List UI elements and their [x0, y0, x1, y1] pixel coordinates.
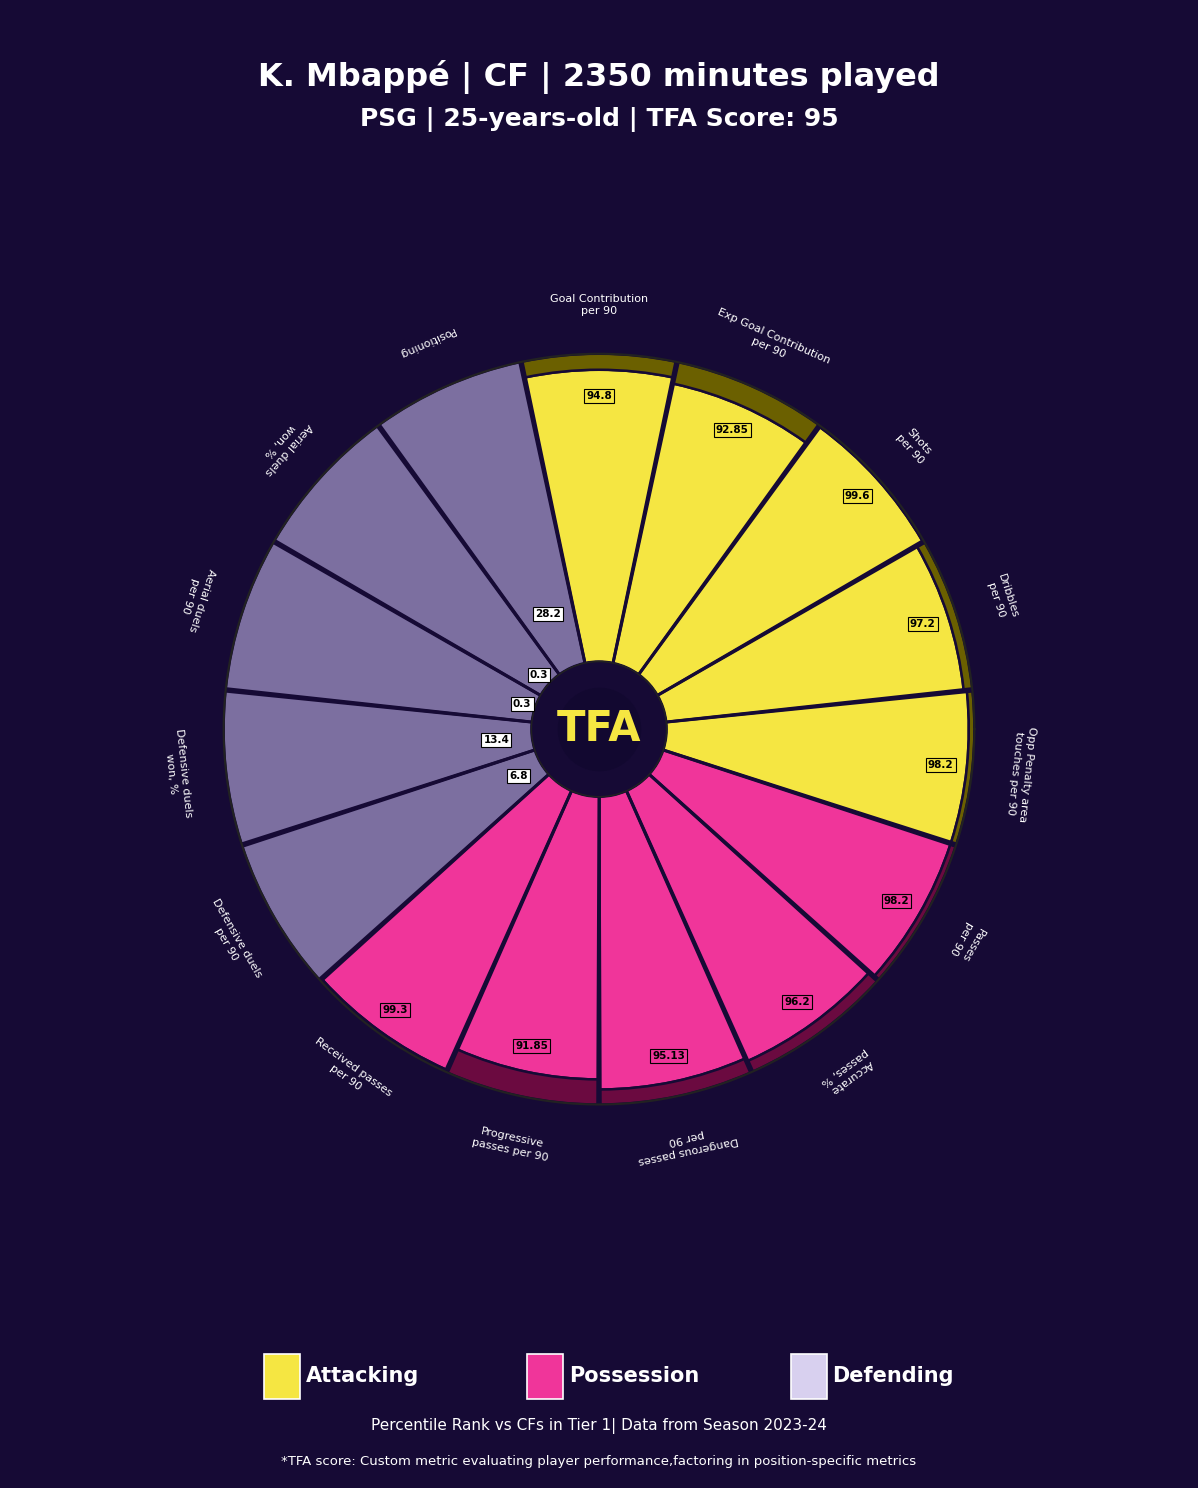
Bar	[242, 750, 549, 979]
Bar	[321, 981, 446, 1071]
Bar	[821, 427, 924, 540]
Text: TFA: TFA	[557, 708, 641, 750]
Bar	[274, 427, 559, 695]
Text: Accurate
passes, %: Accurate passes, %	[819, 1048, 877, 1098]
Bar	[226, 543, 540, 722]
Bar	[951, 692, 974, 844]
Text: Defensive duels
won, %: Defensive duels won, %	[162, 728, 193, 818]
Bar	[649, 750, 950, 976]
Text: 98.2: 98.2	[928, 760, 954, 769]
Text: 0.3: 0.3	[513, 699, 532, 710]
Text: 96.2: 96.2	[785, 997, 810, 1007]
Text: 0.3: 0.3	[530, 670, 549, 680]
Text: 98.2: 98.2	[884, 896, 909, 906]
Text: Aerial duels
per 90: Aerial duels per 90	[175, 564, 217, 632]
Text: Aerial duels
won, %: Aerial duels won, %	[254, 414, 314, 478]
Text: 28.2: 28.2	[534, 609, 561, 619]
Bar	[522, 354, 676, 378]
Bar	[639, 427, 922, 695]
Text: 99.3: 99.3	[382, 1004, 407, 1015]
Text: PSG | 25-years-old | TFA Score: 95: PSG | 25-years-old | TFA Score: 95	[359, 107, 839, 131]
Bar	[918, 543, 972, 689]
Text: Defending: Defending	[833, 1366, 954, 1387]
Text: Defensive duels
per 90: Defensive duels per 90	[200, 897, 264, 985]
Text: Dangerous passes
per 90: Dangerous passes per 90	[635, 1122, 739, 1165]
Text: 91.85: 91.85	[515, 1042, 547, 1051]
Text: Received passes
per 90: Received passes per 90	[305, 1036, 394, 1109]
Text: 95.13: 95.13	[652, 1051, 685, 1061]
Bar	[380, 362, 585, 674]
Text: Opp Penalty area
touches per 90: Opp Penalty area touches per 90	[1005, 725, 1037, 823]
Text: Passes
per 90: Passes per 90	[948, 920, 986, 963]
Polygon shape	[532, 662, 666, 796]
Bar	[875, 845, 956, 979]
Text: 94.8: 94.8	[586, 391, 612, 402]
Bar	[600, 1059, 750, 1104]
Bar	[448, 1049, 598, 1104]
Text: 92.85: 92.85	[715, 426, 749, 436]
Bar	[526, 369, 672, 664]
Text: Attacking: Attacking	[305, 1366, 419, 1387]
Text: K. Mbappé | CF | 2350 minutes played: K. Mbappé | CF | 2350 minutes played	[259, 61, 939, 94]
Bar	[458, 792, 599, 1079]
Bar	[673, 362, 818, 442]
Point	[589, 717, 609, 741]
Bar	[613, 384, 805, 674]
Bar	[658, 548, 963, 722]
Text: 99.6: 99.6	[845, 491, 870, 501]
Text: 6.8: 6.8	[509, 771, 527, 781]
Bar	[664, 692, 969, 842]
Bar	[599, 792, 744, 1089]
Text: 97.2: 97.2	[910, 619, 936, 629]
Bar	[322, 775, 571, 1070]
Text: 13.4: 13.4	[484, 735, 509, 745]
Text: Possession: Possession	[569, 1366, 700, 1387]
Bar	[749, 973, 877, 1071]
Bar	[627, 775, 869, 1061]
Text: Dribbles
per 90: Dribbles per 90	[985, 573, 1021, 623]
Text: Progressive
passes per 90: Progressive passes per 90	[471, 1125, 551, 1164]
Text: Goal Contribution
per 90: Goal Contribution per 90	[550, 293, 648, 315]
Text: Percentile Rank vs CFs in Tier 1| Data from Season 2023-24: Percentile Rank vs CFs in Tier 1| Data f…	[371, 1418, 827, 1433]
Bar	[224, 692, 534, 844]
Text: Shots
per 90: Shots per 90	[894, 424, 934, 466]
Text: *TFA score: Custom metric evaluating player performance,factoring in position-sp: *TFA score: Custom metric evaluating pla…	[282, 1455, 916, 1467]
Text: Exp Goal Contribution
per 90: Exp Goal Contribution per 90	[712, 307, 831, 376]
Text: Positioning: Positioning	[397, 324, 456, 359]
